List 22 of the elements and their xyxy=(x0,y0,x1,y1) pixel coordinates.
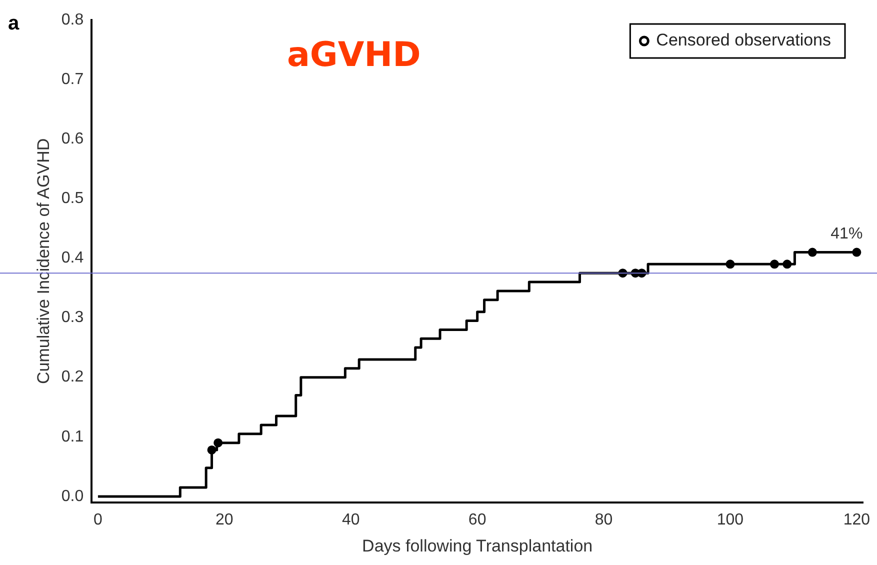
y-tick-label: 0.3 xyxy=(61,309,84,326)
x-tick-label: 80 xyxy=(594,511,613,528)
x-tick-label: 40 xyxy=(342,511,360,528)
x-tick-label: 120 xyxy=(843,511,870,528)
legend-label: Censored observations xyxy=(656,30,832,50)
text: aGVHD xyxy=(286,34,421,75)
y-tick-label: 0.1 xyxy=(61,428,84,446)
y-tick-label: 0.6 xyxy=(61,130,84,148)
y-tick-label: 0.0 xyxy=(61,488,84,505)
y-tick-label: 0.8 xyxy=(61,11,84,28)
y-axis-title: Cumulative Incidence of AGVHD xyxy=(34,138,53,384)
text: a xyxy=(8,12,20,35)
y-tick-label: 0.4 xyxy=(61,250,84,267)
y-tick-label: 0.2 xyxy=(61,368,84,386)
x-tick-label: 20 xyxy=(216,511,234,528)
x-tick-label: 0 xyxy=(94,511,103,528)
x-axis-title: Days following Transplantation xyxy=(362,536,593,556)
annotation: 41% xyxy=(830,226,863,243)
y-tick-label: 0.5 xyxy=(61,190,84,208)
x-tick-label: 100 xyxy=(716,511,744,528)
x-tick-label: 60 xyxy=(468,511,486,528)
y-tick-label: 0.7 xyxy=(61,70,84,88)
